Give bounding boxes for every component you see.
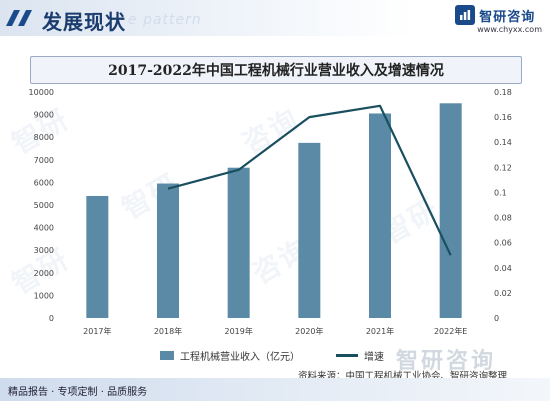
legend-bar-swatch <box>160 351 174 360</box>
y-right-tick-label: 0.04 <box>494 264 512 273</box>
y-right-tick-label: 0.06 <box>494 239 512 248</box>
y-right-tick-label: 0.08 <box>494 214 512 223</box>
y-left-tick-label: 5000 <box>34 201 54 210</box>
bottom-brand-name: 智研咨询 <box>396 349 497 374</box>
source-note: 资料来源：中国工程机械工业协会、智研咨询整理 <box>298 371 508 382</box>
header-watermark-text: e pattern <box>128 12 202 28</box>
y-left-tick-label: 10000 <box>29 88 54 97</box>
brand-url: www.chyxx.com <box>477 25 542 34</box>
legend-bar-label: 工程机械营业收入（亿元） <box>180 352 300 363</box>
y-right-tick-label: 0.1 <box>494 188 507 197</box>
header-slash-marks <box>6 10 32 26</box>
legend-line-swatch <box>336 354 358 357</box>
y-right-tick-label: 0.16 <box>494 113 512 122</box>
section-title: 发展现状 <box>42 10 126 34</box>
x-tick-label: 2018年 <box>154 326 182 336</box>
bar <box>298 142 321 318</box>
y-right-tick-label: 0.18 <box>494 88 512 97</box>
chart-title: 2017-2022年中国工程机械行业营业收入及增速情况 <box>108 63 444 79</box>
y-left-tick-label: 8000 <box>34 133 54 142</box>
brand-name: 智研咨询 <box>479 9 536 25</box>
y-left-tick-label: 0 <box>49 314 54 323</box>
x-tick-label: 2017年 <box>83 326 111 336</box>
brand-block: 智研咨询 www.chyxx.com <box>455 5 542 34</box>
bar <box>157 183 179 318</box>
y-left-tick-label: 4000 <box>34 224 54 233</box>
y-right-tick-label: 0.14 <box>494 138 512 147</box>
y-left-tick-label: 7000 <box>34 156 54 165</box>
y-left-tick-label: 3000 <box>34 246 54 255</box>
x-tick-label: 2019年 <box>224 326 252 336</box>
legend-line-label: 增速 <box>364 352 384 363</box>
chart-legend: 工程机械营业收入（亿元） 增速 <box>160 348 384 363</box>
growth-rate-line <box>167 104 452 256</box>
brand-logo-icon <box>455 5 476 25</box>
x-tick-label: 2022年E <box>434 326 467 336</box>
bar <box>86 195 109 318</box>
y-right-tick-label: 0.02 <box>494 289 512 298</box>
footer-slogan: 精品报告 · 专项定制 · 品质服务 <box>8 387 148 398</box>
bar <box>227 167 250 318</box>
bar <box>369 113 391 318</box>
header-band: 发展现状 e pattern 智研咨询 www.chyxx.com <box>0 0 550 36</box>
y-left-tick-label: 9000 <box>34 111 54 120</box>
chart-title-bar: 2017-2022年中国工程机械行业营业收入及增速情况 <box>30 56 522 84</box>
y-left-tick-label: 6000 <box>34 178 54 187</box>
y-left-tick-label: 1000 <box>34 291 54 300</box>
bottom-brand-watermark: 智研咨询 <box>396 343 496 375</box>
y-right-tick-label: 0.12 <box>494 163 512 172</box>
x-tick-label: 2021年 <box>366 326 394 336</box>
footer-band: 精品报告 · 专项定制 · 品质服务 <box>0 378 550 401</box>
bar <box>439 103 462 318</box>
x-tick-label: 2020年 <box>295 326 323 336</box>
y-left-tick-label: 2000 <box>34 269 54 278</box>
y-right-tick-label: 0 <box>494 314 499 323</box>
